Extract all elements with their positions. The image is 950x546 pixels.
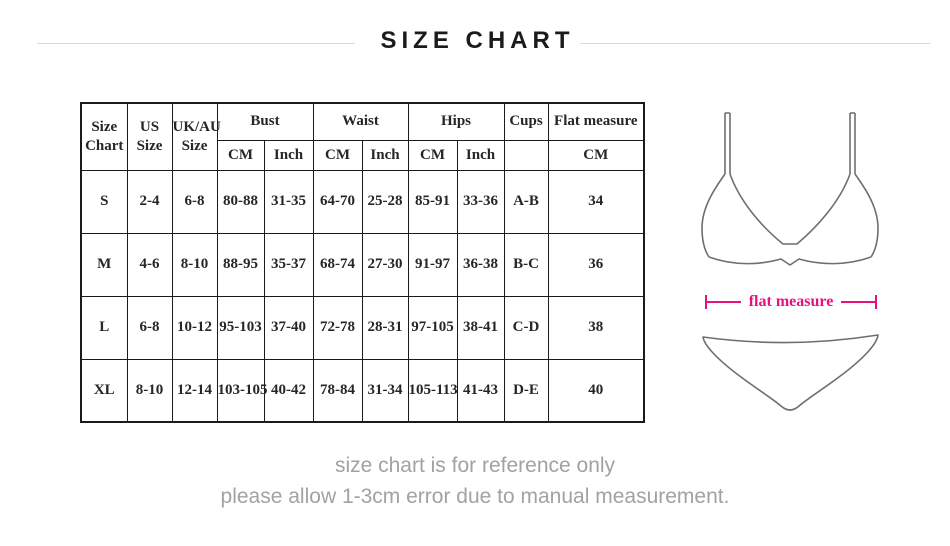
measure-tick-left-icon <box>705 295 707 309</box>
cell-bust-cm: 88-95 <box>216 232 265 297</box>
subheader-waist-inch: Inch <box>361 139 409 171</box>
subheader-hips-inch: Inch <box>456 139 505 171</box>
cell-hips-inch: 33-36 <box>456 169 505 234</box>
cell-bust-inch: 31-35 <box>263 169 314 234</box>
cell-bust-cm: 103-105 <box>216 358 268 423</box>
cell-uk-au: 12-14 <box>171 358 218 423</box>
cell-waist-cm: 72-78 <box>312 295 363 360</box>
cell-hips-cm: 85-91 <box>407 169 458 234</box>
cell-hips-cm: 97-105 <box>407 295 458 360</box>
header-size-chart: Size Chart <box>80 102 128 171</box>
cell-bust-inch: 40-42 <box>263 358 314 423</box>
cell-cups: C-D <box>503 295 549 360</box>
footer-line-2: please allow 1-3cm error due to manual m… <box>220 485 730 508</box>
cell-size: M <box>80 232 128 297</box>
footer-line-1: size chart is for reference only <box>334 454 616 477</box>
page-title: SIZE CHART <box>380 27 575 54</box>
size-chart-table: Size Chart US Size UK/AU Size Bust Waist… <box>80 102 646 423</box>
cell-us: 6-8 <box>126 295 173 360</box>
bra-outline-illustration <box>701 112 879 266</box>
cell-hips-inch: 41-43 <box>456 358 505 423</box>
cell-cups: A-B <box>503 169 549 234</box>
subheader-hips-cm: CM <box>407 139 458 171</box>
table-row-m: M 4-6 8-10 88-95 35-37 68-74 27-30 91-97… <box>80 232 645 297</box>
header-us-size: US Size <box>126 102 173 171</box>
cell-hips-inch: 38-41 <box>456 295 505 360</box>
cell-size: S <box>80 169 128 234</box>
measure-tick-right-icon <box>875 295 878 309</box>
cell-flat-measure: 40 <box>547 358 645 423</box>
table-row-s: S 2-4 6-8 80-88 31-35 64-70 25-28 85-91 … <box>80 169 645 234</box>
cell-us: 8-10 <box>126 358 173 423</box>
table-header-row-1: Size Chart US Size UK/AU Size Bust Waist… <box>80 102 645 171</box>
cell-flat-measure: 36 <box>547 232 645 297</box>
cell-hips-cm: 105-113 <box>407 358 458 423</box>
cell-hips-inch: 36-38 <box>456 232 505 297</box>
cell-waist-inch: 25-28 <box>361 169 409 234</box>
header-cups: Cups <box>503 102 549 141</box>
cell-waist-inch: 28-31 <box>361 295 409 360</box>
cell-bust-inch: 35-37 <box>263 232 314 297</box>
cell-size: XL <box>80 358 128 423</box>
cell-bust-cm: 95-103 <box>216 295 265 360</box>
title-row: SIZE CHART <box>0 27 950 55</box>
footer-note: size chart is for reference only please … <box>0 450 950 512</box>
title-divider-left <box>37 43 355 44</box>
panties-outline-illustration <box>702 334 879 411</box>
cell-waist-cm: 78-84 <box>312 358 363 423</box>
header-uk-au-size: UK/AU Size <box>171 102 221 171</box>
subheader-bust-inch: Inch <box>263 139 314 171</box>
cell-cups: B-C <box>503 232 549 297</box>
subheader-cups-empty <box>503 139 549 171</box>
header-hips: Hips <box>407 102 505 141</box>
cell-uk-au: 10-12 <box>171 295 218 360</box>
cell-waist-inch: 31-34 <box>361 358 409 423</box>
header-flat-measure: Flat measure <box>547 102 645 141</box>
cell-hips-cm: 91-97 <box>407 232 458 297</box>
measure-line-right <box>841 301 876 303</box>
cell-flat-measure: 38 <box>547 295 645 360</box>
cell-size: L <box>80 295 128 360</box>
flat-measure-annotation: flat measure <box>705 293 878 311</box>
table-row-l: L 6-8 10-12 95-103 37-40 72-78 28-31 97-… <box>80 295 645 360</box>
subheader-waist-cm: CM <box>312 139 363 171</box>
cell-waist-cm: 68-74 <box>312 232 363 297</box>
title-divider-right <box>580 43 930 44</box>
header-bust: Bust <box>216 102 314 141</box>
cell-bust-inch: 37-40 <box>263 295 314 360</box>
table-row-xl: XL 8-10 12-14 103-105 40-42 78-84 31-34 … <box>80 358 645 423</box>
subheader-flat-measure-cm: CM <box>547 139 645 171</box>
table-header-row-2: CM Inch CM Inch CM Inch CM <box>81 139 645 171</box>
cell-uk-au: 6-8 <box>171 169 218 234</box>
cell-uk-au: 8-10 <box>171 232 218 297</box>
flat-measure-label: flat measure <box>748 293 834 310</box>
cell-us: 4-6 <box>126 232 173 297</box>
measure-line-left <box>707 301 741 303</box>
cell-us: 2-4 <box>126 169 173 234</box>
cell-waist-cm: 64-70 <box>312 169 363 234</box>
cell-bust-cm: 80-88 <box>216 169 265 234</box>
cell-flat-measure: 34 <box>547 169 645 234</box>
header-waist: Waist <box>312 102 409 141</box>
cell-waist-inch: 27-30 <box>361 232 409 297</box>
subheader-bust-cm: CM <box>216 139 265 171</box>
cell-cups: D-E <box>503 358 549 423</box>
